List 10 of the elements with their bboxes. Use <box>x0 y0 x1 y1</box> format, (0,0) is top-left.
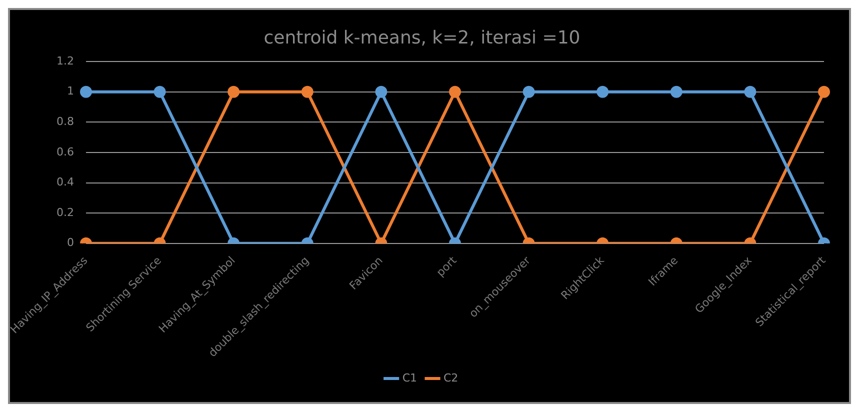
chart-title: centroid k-means, k=2, iterasi =10 <box>264 27 580 48</box>
y-tick-label: 0.4 <box>56 176 74 189</box>
y-tick-label: 1 <box>66 84 74 98</box>
y-tick-label: 1.2 <box>56 54 74 68</box>
legend-label: C1 <box>402 371 418 384</box>
y-tick-label: 0.8 <box>56 115 74 128</box>
y-tick-label: 0.6 <box>56 145 74 158</box>
legend-label: C2 <box>444 371 458 384</box>
y-tick-label: 0.2 <box>56 206 74 219</box>
y-tick-label: 0 <box>66 236 74 250</box>
